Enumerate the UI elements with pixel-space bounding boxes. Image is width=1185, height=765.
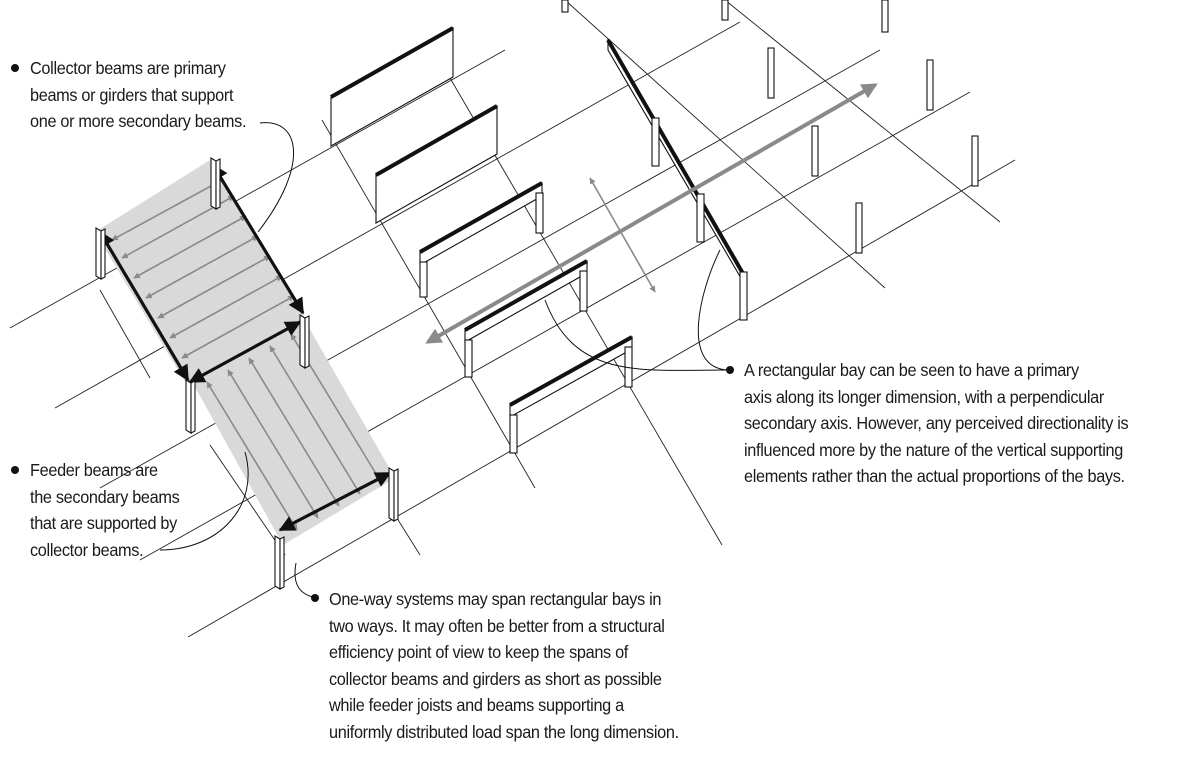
rect-bay-leader-2 xyxy=(544,299,729,371)
callout-line: Feeder beams are xyxy=(30,460,158,480)
feeder-bullet xyxy=(11,466,19,474)
feeder-beams-callout: Feeder beams are the secondary beams tha… xyxy=(30,457,180,563)
rect-bay-bullet xyxy=(726,366,734,374)
callout-line: axis along its longer dimension, with a … xyxy=(744,386,1105,407)
posts xyxy=(561,0,979,254)
collector-beam-arrows xyxy=(98,163,392,532)
one-way-callout: One-way systems may span rectangular bay… xyxy=(329,586,679,746)
callout-line: two ways. It may often be better from a … xyxy=(329,615,665,636)
wall-panels xyxy=(330,26,498,224)
one-way-bullet xyxy=(311,594,319,602)
callout-line: collector beams and girders as short as … xyxy=(329,668,662,689)
callout-line: the secondary beams xyxy=(30,486,180,507)
rectangular-bay-callout: A rectangular bay can be seen to have a … xyxy=(744,357,1129,490)
callout-line: one or more secondary beams. xyxy=(30,111,247,132)
one-way-leader xyxy=(294,562,318,599)
callout-line: beams or girders that support xyxy=(30,84,234,105)
callout-line: secondary axis. However, any perceived d… xyxy=(744,413,1129,434)
collector-bullet xyxy=(11,64,19,72)
callout-line: A rectangular bay can be seen to have a … xyxy=(744,360,1079,380)
collector-leader xyxy=(257,122,294,233)
callout-line: elements rather than the actual proporti… xyxy=(744,466,1125,487)
portal-frames xyxy=(419,181,633,454)
feeder-leader xyxy=(159,451,249,551)
callout-line: Collector beams are primary xyxy=(30,58,226,78)
secondary-axis-arrow xyxy=(589,177,656,293)
rect-bay-leader-1 xyxy=(697,249,729,371)
left-bay-columns xyxy=(95,157,399,590)
callout-line: efficiency point of view to keep the spa… xyxy=(329,642,628,663)
callout-line: while feeder joists and beams supporting… xyxy=(329,695,624,716)
callout-line: uniformly distributed load span the long… xyxy=(329,721,679,742)
leader-lines xyxy=(159,122,729,599)
callout-line: collector beams. xyxy=(30,539,144,560)
callout-line: One-way systems may span rectangular bay… xyxy=(329,589,662,609)
callout-line: that are supported by xyxy=(30,513,177,534)
collector-beams-callout: Collector beams are primary beams or gir… xyxy=(30,55,246,135)
callout-line: influenced more by the nature of the ver… xyxy=(744,439,1123,460)
long-girder xyxy=(606,37,748,321)
